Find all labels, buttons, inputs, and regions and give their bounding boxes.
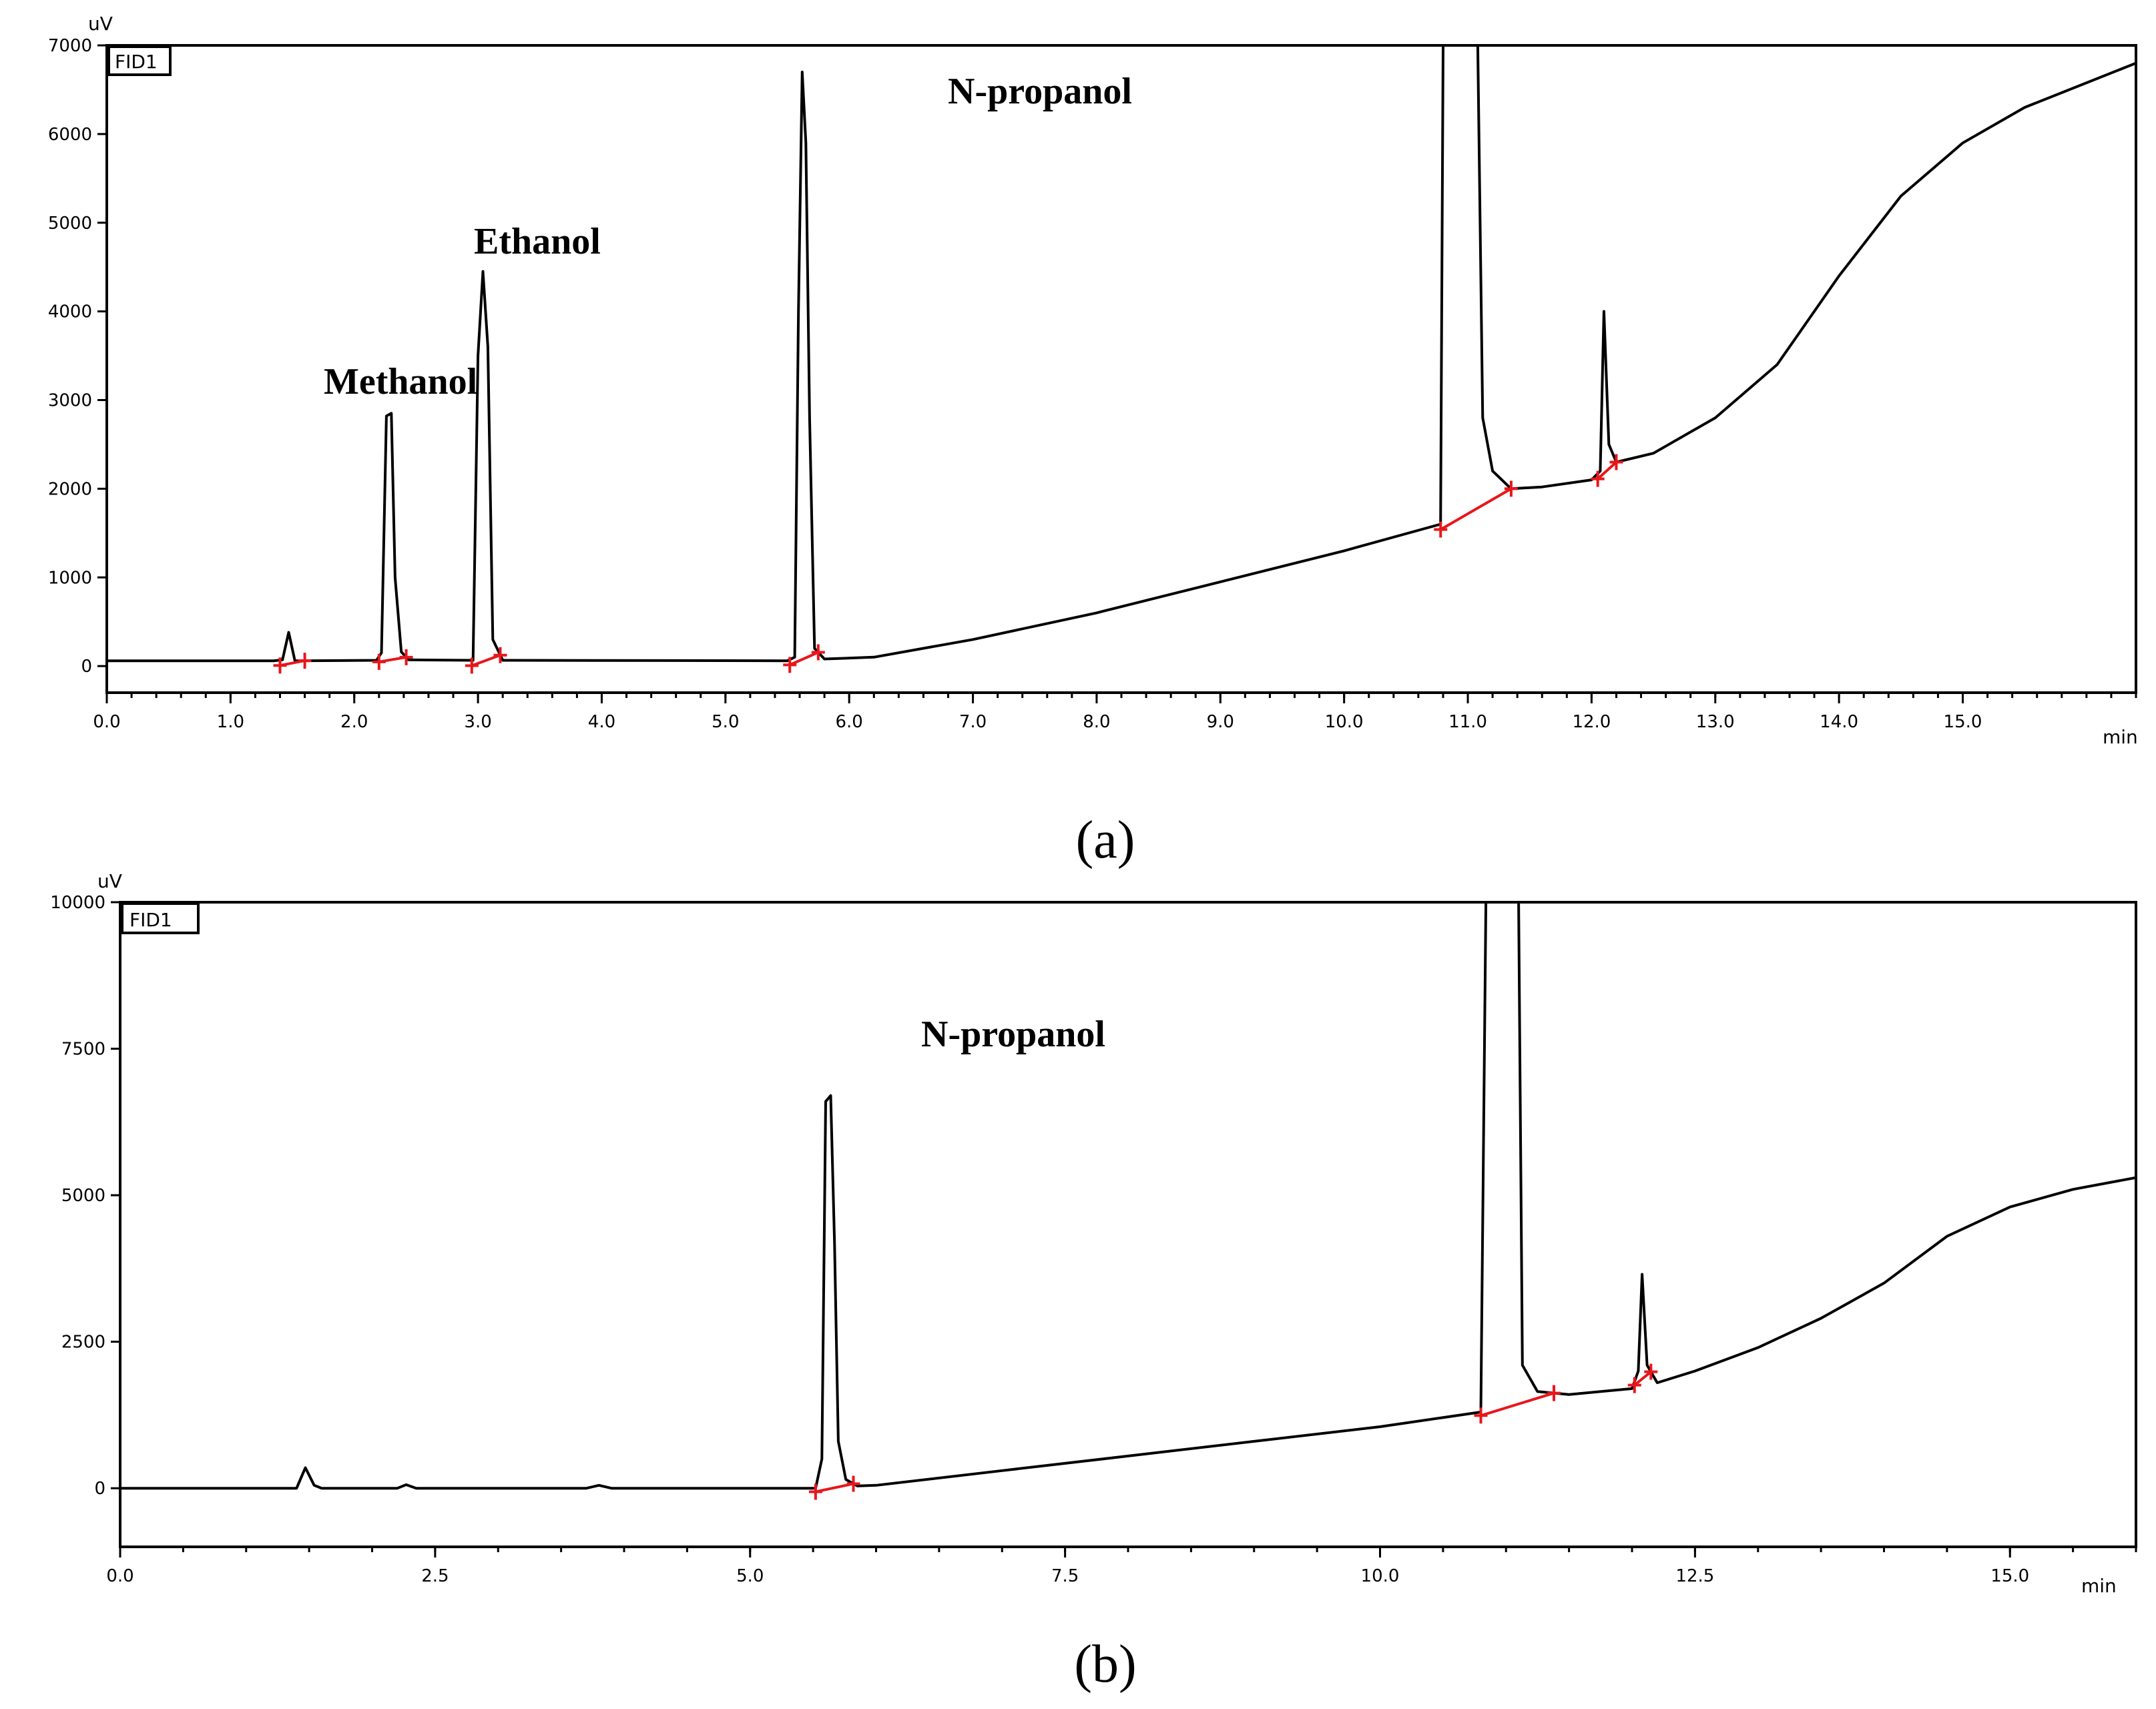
y-tick-label: 1000 [48,568,92,588]
x-tick-label: 0.0 [106,1566,133,1586]
y-tick-label: 7500 [61,1040,105,1060]
y-tick-label: 2000 [48,479,92,499]
integration-marker [1591,470,1605,487]
x-tick-label: 7.0 [959,712,987,732]
integration-marker [465,657,479,674]
y-tick-label: 5000 [48,214,92,234]
integration-marker [783,657,797,673]
x-tick-label: 12.0 [1572,712,1611,732]
x-tick-label: 4.0 [588,712,615,732]
integration-marker [808,1483,822,1500]
channel-label-b: FID1 [129,909,172,931]
y-tick-label: 0 [81,657,92,677]
integration-marker [811,644,825,661]
y-tick-label: 6000 [48,125,92,145]
x-tick-label: 6.0 [836,712,863,732]
caption-b: (b) [1074,1635,1136,1694]
channel-box-a [107,45,172,76]
x-tick-label: 13.0 [1696,712,1735,732]
integration-marker [1609,454,1623,470]
plot-frame-b [119,901,2137,1548]
peak-labels-b: N-propanol [921,1014,1105,1055]
x-tick-label: 7.5 [1051,1566,1079,1586]
x-tick-label: 3.0 [464,712,491,732]
integration-marker [1547,1385,1561,1401]
integration-marker [372,653,386,670]
integration-baseline [789,651,819,667]
peak-labels-a: Methanol Ethanol N-propanol [324,71,1132,402]
integration-baseline [1480,1391,1555,1417]
chromatogram-line [107,45,2136,663]
channel-box-b [121,902,200,934]
integration-marker [298,653,312,669]
caption-a: (a) [1076,811,1135,870]
integration-marker [1434,521,1448,538]
integration-baseline [1597,461,1617,480]
y-unit-label-a: uV [88,13,113,35]
axes-b: 0.0 2.5 5.0 7.5 10.0 12.5 15.0 0 2500 5000 7500 100… [50,893,2137,1586]
peak-label: Methanol [324,361,477,402]
integration-baseline [1633,1371,1652,1387]
y-tick-label: 5000 [61,1186,105,1206]
chart-panel-b: FID1 uV min 0.0 2.5 5.0 7.5 10.0 12.5 15.0 0 250… [50,870,2137,1694]
x-tick-label: 15.0 [1990,1566,2029,1586]
peak-label: Ethanol [474,221,601,262]
channel-label-a: FID1 [115,51,158,73]
peak-label: N-propanol [948,71,1132,112]
integration-marker [1474,1407,1488,1424]
chart-panel-a: FID1 uV min 0.0 1.0 2.0 3.0 4.0 5.0 6.0 7.0 8.0 9… [48,13,2138,870]
x-tick-label: 12.5 [1675,1566,1714,1586]
y-tick-label: 7000 [48,36,92,56]
series-group-a [107,45,2136,674]
y-tick-label: 2500 [61,1333,105,1353]
integration-marker [273,657,287,674]
integration-marker [1504,480,1518,497]
x-tick-label: 15.0 [1944,712,1982,732]
x-tick-label: 14.0 [1820,712,1858,732]
integration-marker [399,649,413,665]
x-tick-label: 5.0 [736,1566,764,1586]
series-group-b [120,902,2136,1500]
peak-label: N-propanol [921,1014,1105,1055]
x-tick-label: 11.0 [1448,712,1487,732]
x-tick-label: 9.0 [1207,712,1234,732]
x-tick-label: 2.5 [421,1566,449,1586]
x-unit-label-b: min [2081,1575,2117,1597]
y-tick-label: 0 [94,1479,105,1499]
x-tick-label: 10.0 [1325,712,1364,732]
x-unit-label-a: min [2103,726,2138,748]
y-tick-label: 3000 [48,391,92,411]
integration-marker [1627,1377,1641,1393]
chromatogram-line [120,902,2136,1490]
x-tick-label: 2.0 [340,712,368,732]
x-tick-label: 5.0 [712,712,739,732]
integration-baseline [1440,487,1512,531]
integration-marker [1644,1363,1658,1380]
x-tick-label: 0.0 [93,712,120,732]
axes-a: 0.0 1.0 2.0 3.0 4.0 5.0 6.0 7.0 8.0 9.0 10.0 11.0 12… [48,36,2137,732]
x-tick-label: 10.0 [1361,1566,1400,1586]
y-tick-label: 4000 [48,302,92,322]
x-tick-label: 8.0 [1083,712,1110,732]
x-tick-label: 1.0 [217,712,244,732]
integration-marker [846,1475,860,1492]
integration-baseline [815,1482,854,1493]
integration-marker [493,647,507,663]
y-unit-label-b: uV [97,870,122,892]
y-tick-label: 10000 [50,893,105,913]
integration-baseline [471,653,501,667]
